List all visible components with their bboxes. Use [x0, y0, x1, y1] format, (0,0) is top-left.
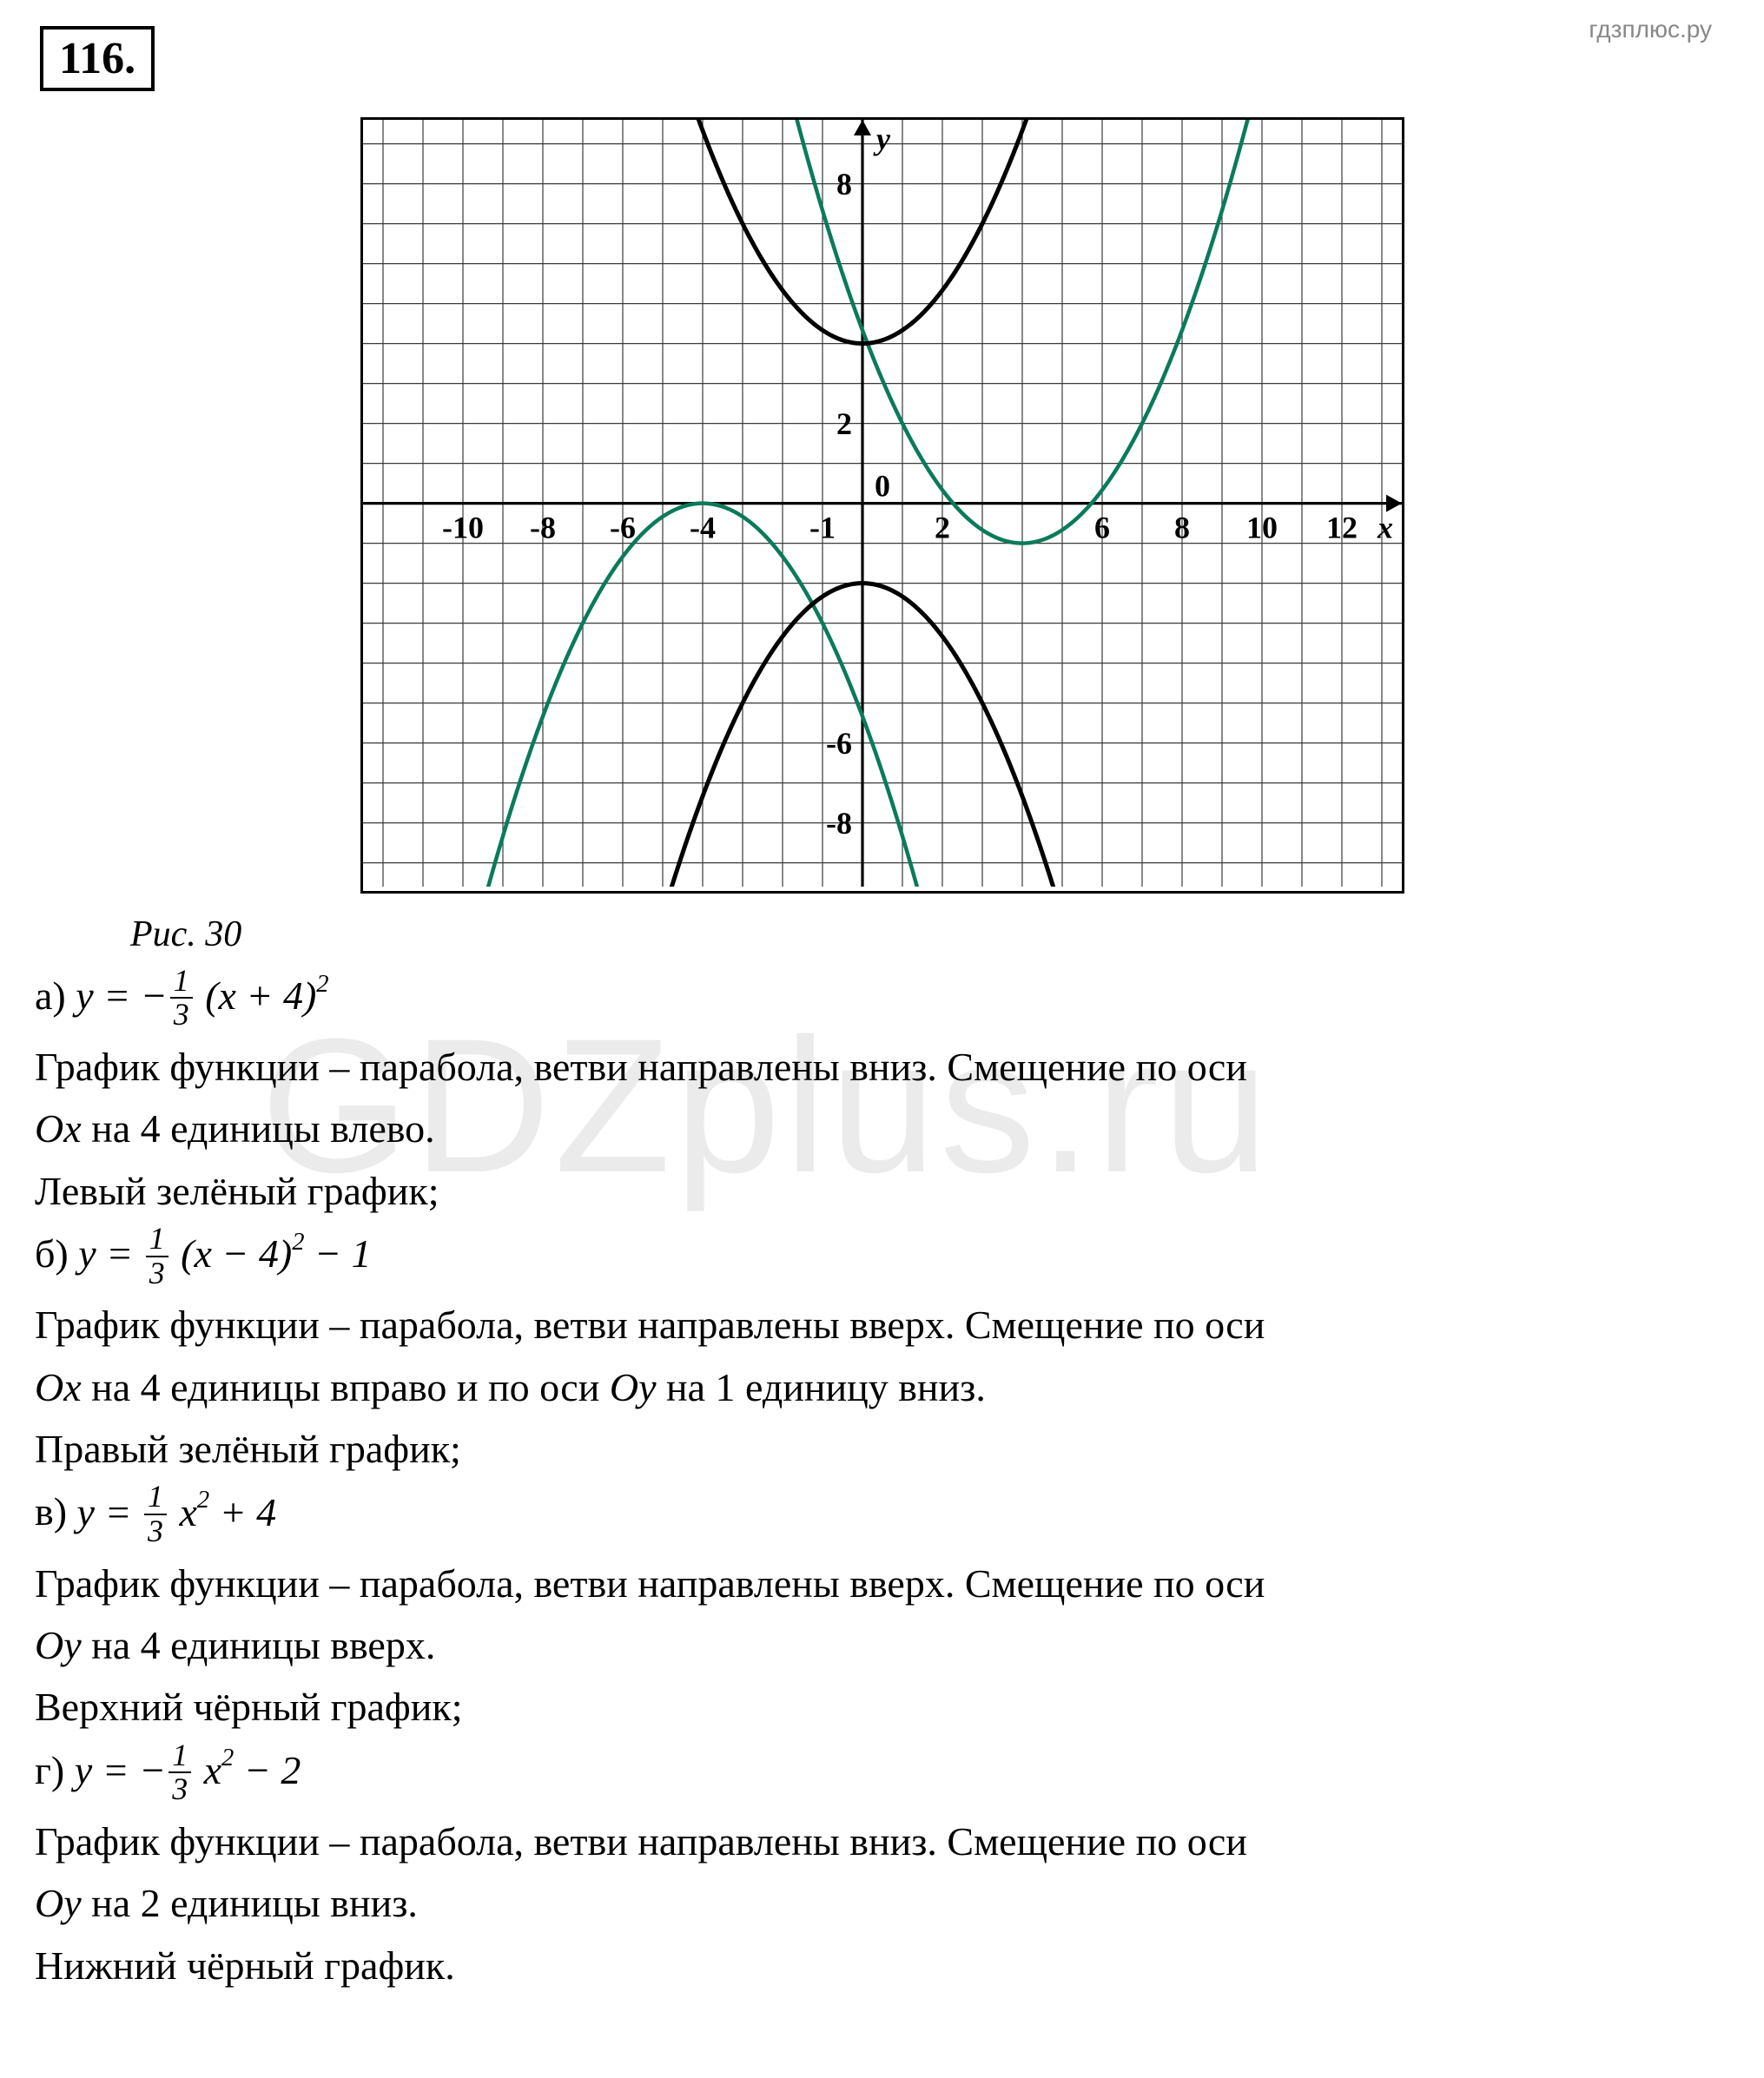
- item-c-desc1: График функции – парабола, ветви направл…: [35, 1555, 1702, 1612]
- formula-text: y =: [78, 1231, 142, 1276]
- svg-text:10: 10: [1246, 511, 1278, 545]
- svg-text:-8: -8: [530, 511, 556, 545]
- item-d-desc2: Oy на 2 единицы вниз.: [35, 1875, 1702, 1931]
- item-letter: в): [35, 1490, 67, 1534]
- svg-text:8: 8: [836, 167, 852, 201]
- fraction: 13: [168, 1739, 191, 1806]
- fraction-num: 1: [170, 965, 193, 998]
- fraction-den: 3: [170, 997, 193, 1032]
- formula-text: (x + 4): [195, 973, 317, 1018]
- formula-text: y = −: [76, 973, 168, 1018]
- parabola-chart: -10-8-6-4-12681012820-6-8yx: [363, 120, 1402, 887]
- svg-text:2: 2: [836, 406, 852, 441]
- item-c-answer: Верхний чёрный график;: [35, 1679, 1702, 1735]
- svg-text:6: 6: [1093, 511, 1109, 545]
- fraction: 13: [170, 965, 193, 1032]
- fraction-num: 1: [168, 1739, 191, 1772]
- exponent: 2: [316, 971, 328, 998]
- item-a-desc2: Ox на 4 единицы влево.: [35, 1100, 1702, 1157]
- problem-number-box: 116.: [40, 26, 155, 91]
- solution-body: GDZplus.ru Рис. 30 а) y = −13 (x + 4)2 Г…: [35, 909, 1702, 1994]
- item-b-desc1: График функции – парабола, ветви направл…: [35, 1296, 1702, 1353]
- svg-text:-4: -4: [690, 511, 716, 545]
- item-a-formula: а) y = −13 (x + 4)2: [35, 966, 1702, 1033]
- text: на 1 единицу вниз.: [656, 1365, 985, 1409]
- axis-name: Oy: [35, 1623, 82, 1667]
- formula-text: x: [194, 1748, 221, 1792]
- item-b-desc2: Ox на 4 единицы вправо и по оси Oy на 1 …: [35, 1359, 1702, 1415]
- formula-text: y =: [77, 1490, 142, 1534]
- formula-text: + 4: [209, 1490, 276, 1534]
- axis-name: Ox: [35, 1106, 82, 1151]
- item-letter: а): [35, 973, 66, 1018]
- svg-text:-6: -6: [826, 726, 852, 761]
- exponent: 2: [221, 1745, 234, 1771]
- svg-text:x: x: [1376, 511, 1392, 545]
- axis-name: Ox: [35, 1365, 82, 1409]
- fraction-den: 3: [146, 1256, 168, 1290]
- item-a-answer: Левый зелёный график;: [35, 1163, 1702, 1219]
- text: на 4 единицы влево.: [82, 1106, 435, 1151]
- formula-text: − 1: [305, 1231, 372, 1276]
- item-b-answer: Правый зелёный график;: [35, 1421, 1702, 1477]
- item-c-desc2: Oy на 4 единицы вверх.: [35, 1617, 1702, 1673]
- item-d-formula: г) y = −13 x2 − 2: [35, 1741, 1702, 1808]
- exponent: 2: [197, 1487, 209, 1514]
- fraction-den: 3: [168, 1771, 191, 1806]
- axis-name: Oy: [35, 1881, 82, 1925]
- chart-frame: -10-8-6-4-12681012820-6-8yx: [360, 117, 1404, 894]
- fraction: 13: [144, 1481, 167, 1547]
- formula-text: x: [169, 1490, 197, 1534]
- svg-text:-6: -6: [610, 511, 636, 545]
- formula-text: (x − 4): [171, 1231, 293, 1276]
- text: на 4 единицы вверх.: [82, 1623, 436, 1667]
- item-c-formula: в) y = 13 x2 + 4: [35, 1482, 1702, 1549]
- item-letter: г): [35, 1748, 64, 1792]
- svg-text:0: 0: [875, 469, 890, 504]
- exponent: 2: [292, 1229, 304, 1256]
- svg-text:12: 12: [1326, 511, 1358, 545]
- item-d-desc1: График функции – парабола, ветви направл…: [35, 1813, 1702, 1870]
- item-letter: б): [35, 1231, 69, 1276]
- item-d-answer: Нижний чёрный график.: [35, 1937, 1702, 1994]
- svg-text:-8: -8: [826, 806, 852, 841]
- axis-name: Oy: [610, 1365, 657, 1409]
- fraction-num: 1: [144, 1481, 167, 1514]
- svg-text:2: 2: [934, 511, 949, 545]
- item-a-desc1: График функции – парабола, ветви направл…: [35, 1039, 1702, 1095]
- item-b-formula: б) y = 13 (x − 4)2 − 1: [35, 1224, 1702, 1291]
- formula-text: y = −: [75, 1748, 167, 1792]
- fraction-den: 3: [144, 1514, 167, 1548]
- svg-text:8: 8: [1173, 511, 1189, 545]
- figure-caption: Рис. 30: [35, 909, 1702, 961]
- text: на 2 единицы вниз.: [82, 1881, 418, 1925]
- fraction: 13: [146, 1223, 168, 1290]
- text: на 4 единицы вправо и по оси: [82, 1365, 610, 1409]
- chart-container: -10-8-6-4-12681012820-6-8yx: [35, 117, 1729, 894]
- fraction-num: 1: [146, 1223, 168, 1256]
- formula-text: − 2: [234, 1748, 301, 1792]
- svg-text:-1: -1: [809, 511, 836, 545]
- watermark-top: гдзплюс.ру: [1589, 16, 1712, 43]
- svg-text:y: y: [873, 122, 891, 156]
- svg-text:-10: -10: [442, 511, 484, 545]
